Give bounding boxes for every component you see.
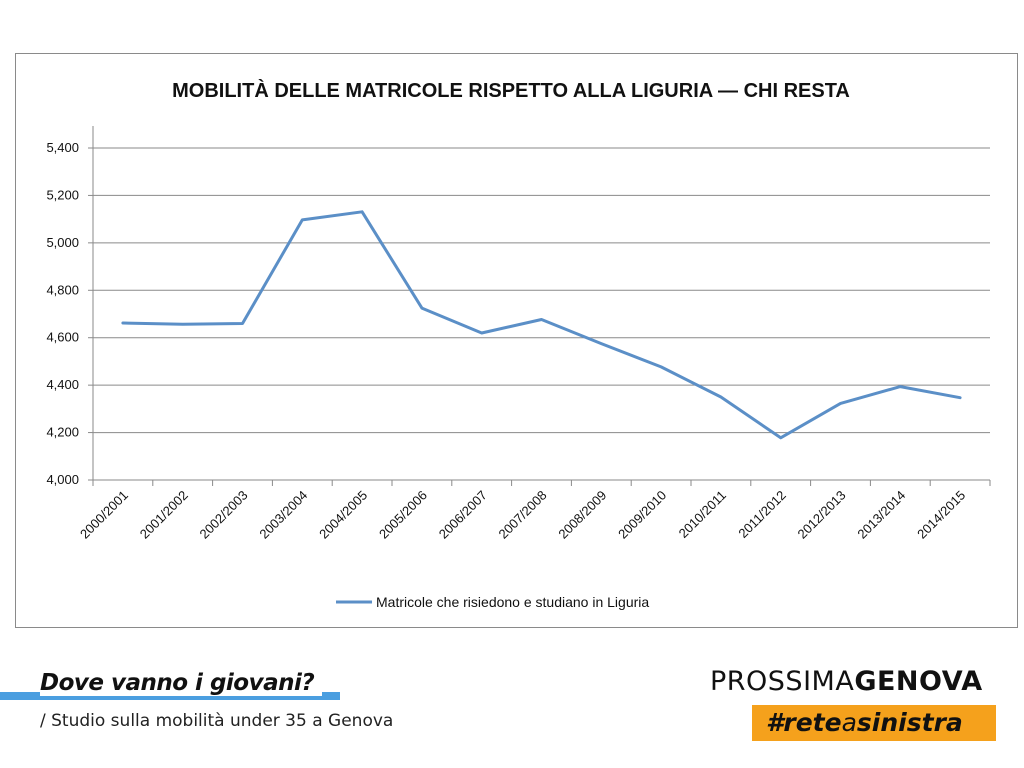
chart-frame: MOBILITÀ DELLE MATRICOLE RISPETTO ALLA L… [15, 53, 1018, 628]
axis-layer: 4,000 4,200 4,400 4,600 4,800 5,000 5,200 5,400… [46, 126, 991, 542]
hashtag-badge: #reteasinistra [752, 705, 996, 741]
x-tick-label: 2014/2015 [914, 488, 968, 542]
hashtag-part-1: #rete [766, 708, 842, 737]
brand-bold: GENOVA [854, 666, 983, 697]
x-tick-label: 2012/2013 [795, 488, 849, 542]
chart-title: MOBILITÀ DELLE MATRICOLE RISPETTO ALLA L… [172, 79, 850, 102]
series-line [121, 210, 962, 440]
line-chart: MOBILITÀ DELLE MATRICOLE RISPETTO ALLA L… [46, 79, 991, 610]
x-tick-label: 2010/2011 [676, 488, 729, 541]
x-tick-label: 2013/2014 [854, 488, 908, 542]
x-tick-label: 2005/2006 [376, 488, 430, 542]
hashtag-part-2: a [841, 708, 857, 737]
x-tick-label: 2001/2002 [137, 488, 191, 542]
y-tick-label: 5,400 [46, 140, 79, 155]
x-tick-label: 2002/2003 [197, 488, 251, 542]
footer-subtitle: / Studio sulla mobilità under 35 a Genov… [40, 711, 394, 731]
y-tick-label: 4,000 [46, 472, 79, 487]
x-tick-label: 2009/2010 [615, 488, 669, 542]
y-tick-label: 4,600 [46, 330, 79, 345]
x-tick-label: 2004/2005 [316, 488, 370, 542]
legend-label: Matricole che risiedono e studiano in Li… [376, 594, 649, 610]
x-tick-label: 2006/2007 [436, 488, 490, 542]
series-layer [121, 210, 962, 440]
y-tick-label: 4,200 [46, 425, 79, 440]
x-tick-label: 2008/2009 [555, 488, 609, 542]
y-tick-label: 5,000 [46, 235, 79, 250]
x-tick-label: 2000/2001 [77, 488, 131, 542]
y-tick-label: 5,200 [46, 187, 79, 202]
footer-title: Dove vanno i giovani? [40, 670, 323, 696]
grid-layer [93, 147, 990, 481]
y-tick-label: 4,400 [46, 377, 79, 392]
accent-bar [0, 692, 340, 700]
x-tick-label: 2007/2008 [496, 488, 550, 542]
brand-light: PROSSIMA [710, 666, 855, 697]
y-tick-label: 4,800 [46, 282, 79, 297]
brand-logo: PROSSIMAGENOVA [710, 666, 983, 697]
x-tick-label: 2003/2004 [256, 488, 310, 542]
hashtag-part-3: sinistra [856, 708, 963, 737]
x-tick-label: 2011/2012 [735, 488, 788, 541]
legend: Matricole che risiedono e studiano in Li… [336, 594, 649, 610]
